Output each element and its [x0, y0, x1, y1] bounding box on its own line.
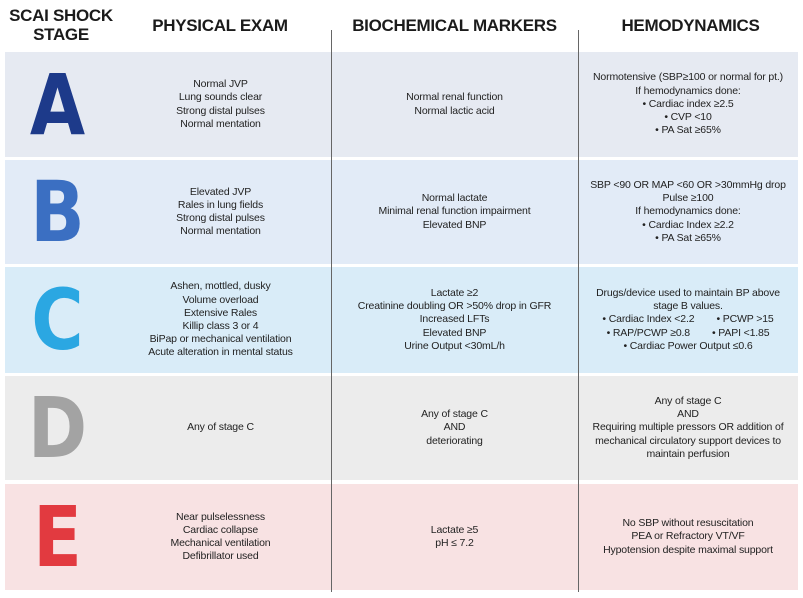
cell-line: SBP <90 OR MAP <60 OR >30mmHg drop [590, 178, 786, 191]
cell: SBP <90 OR MAP <60 OR >30mmHg drop Pulse … [578, 160, 798, 264]
cell-line: pH ≤ 7.2 [435, 537, 474, 549]
stage-letter: D [27, 379, 88, 477]
cell-line: No SBP without resuscitation [622, 517, 754, 530]
cell-line: • PA Sat ≥65% [655, 231, 721, 244]
cell-line: Killip class 3 or 4 [182, 320, 259, 332]
cell-line: Defibrillator used [182, 550, 259, 563]
cell: No SBP without resuscitation PEA or Refra… [578, 484, 798, 590]
cell-line: Minimal renal function impairment [378, 205, 531, 218]
cell-line: • CVP <10 [664, 111, 712, 124]
stage-letter: A [29, 55, 86, 154]
cell: Normal renal function Normal lactic acid [331, 52, 578, 157]
cell-line: AND [443, 421, 466, 434]
cell-line: Normal JVP [193, 78, 248, 91]
cell-line: Pulse ≥100 [662, 192, 714, 205]
cell-line: Hypotension despite maximal support [603, 543, 773, 556]
cell-line: Lung sounds clear [178, 91, 263, 104]
cell: Near pulselessness Cardiac collapse Mechan… [110, 484, 331, 590]
cell-line: Normal mentation [180, 225, 261, 238]
stage-row: C Ashen, mottled, dusky Volume overload Ext… [5, 267, 798, 373]
cell-line: Extensive Rales [183, 306, 258, 319]
cell-line: Lactate ≥5 [430, 523, 479, 536]
cell-line: Elevated BNP [422, 218, 487, 231]
cell-line: If hemodynamics done: [635, 205, 741, 218]
stage-letter: B [30, 163, 85, 261]
header-line: STAGE [33, 25, 89, 44]
header-text: BIOCHEMICAL MARKERS [352, 15, 557, 35]
cell: Any of stage C AND Requiring multiple pres… [578, 376, 798, 480]
column-header: HEMODYNAMICS [578, 0, 803, 50]
cell-line: Strong distal pulses [176, 212, 265, 224]
cell-line: Cardiac collapse [182, 523, 259, 536]
stage-header: SCAI SHOCK STAGE [0, 0, 122, 50]
cell-line: Acute alteration in mental status [148, 346, 293, 359]
cell-line: stage B values. [653, 300, 723, 313]
stage-row: E Near pulselessness Cardiac collapse Mecha… [5, 484, 798, 590]
cell-line: deteriorating [426, 434, 483, 447]
stage-row: A Normal JVP Lung sounds clear Strong dista… [5, 52, 798, 157]
cell-line: Creatinine doubling OR >50% drop in GFR [357, 300, 552, 313]
cell-line: Volume overload [182, 293, 259, 306]
cell: Ashen, mottled, dusky Volume overload Exte… [110, 267, 331, 373]
line-pair: • RAP/PCWP ≥0.8 • PAPI <1.85 [607, 327, 770, 340]
cell-line: Normal renal function [406, 91, 503, 104]
cell-line: Any of stage C [187, 421, 254, 434]
cell: Drugs/device used to maintain BP above st… [578, 267, 798, 373]
cell-line: Urine Output <30mL/h [404, 339, 505, 352]
cell-line: Mechanical ventilation [170, 537, 271, 549]
column-divider [331, 30, 332, 592]
cell: Any of stage C AND deteriorating [331, 376, 578, 480]
cell-line: Near pulselessness [176, 510, 265, 523]
cell-line: Requiring multiple pressors OR addition … [592, 421, 784, 434]
header-text: HEMODYNAMICS [621, 15, 760, 35]
cell-line: Drugs/device used to maintain BP above [596, 286, 780, 299]
header-text: PHYSICAL EXAM [152, 15, 288, 35]
cell-line: • Cardiac index ≥2.5 [642, 97, 734, 110]
cell-line: • RAP/PCWP ≥0.8 [606, 326, 691, 339]
cell-line: Lactate ≥2 [430, 286, 479, 299]
cell-line: Rales in lung fields [177, 198, 264, 211]
cell: Any of stage C [110, 376, 331, 480]
cell-line: Strong distal pulses [176, 104, 265, 117]
cell-line: Ashen, mottled, dusky [170, 280, 271, 293]
cell-line: mechanical circulatory support devices t… [595, 434, 781, 447]
cell-line: • PCWP >15 [716, 313, 774, 326]
cell-line: Normotensive (SBP≥100 or normal for pt.) [592, 71, 783, 84]
cell: Normotensive (SBP≥100 or normal for pt.)… [578, 52, 798, 157]
cell-line: BiPap or mechanical ventilation [149, 333, 292, 346]
cell-line: Elevated BNP [422, 326, 487, 339]
cell: Normal JVP Lung sounds clear Strong distal… [110, 52, 331, 157]
cell: Lactate ≥5 pH ≤ 7.2 [331, 484, 578, 590]
cell-line: If hemodynamics done: [635, 84, 741, 97]
cell: Lactate ≥2 Creatinine doubling OR >50% dr… [331, 267, 578, 373]
cell-line: Normal lactate [421, 192, 488, 205]
line-pair: • Cardiac Index <2.2 • PCWP >15 [602, 313, 773, 326]
cell: Normal lactate Minimal renal function imp… [331, 160, 578, 264]
cell-line: • Cardiac Index ≥2.2 [642, 218, 734, 231]
stage-letter: C [31, 271, 84, 369]
stage-row: B Elevated JVP Rales in lung fields Strong … [5, 160, 798, 264]
cell-line: • PAPI <1.85 [712, 326, 770, 339]
cell-line: Elevated JVP [189, 185, 252, 198]
column-divider [578, 30, 579, 592]
cell-line: Increased LFTs [419, 313, 490, 326]
column-header: PHYSICAL EXAM [110, 0, 330, 50]
cell-line: Any of stage C [421, 408, 488, 421]
cell-line: • PA Sat ≥65% [655, 124, 721, 137]
cell-line: Any of stage C [654, 394, 722, 407]
column-header: BIOCHEMICAL MARKERS [331, 0, 578, 50]
cell-line: Normal mentation [180, 117, 261, 130]
cell-line: AND [677, 408, 699, 421]
cell: Elevated JVP Rales in lung fields Strong d… [110, 160, 331, 264]
stage-row: D Any of stage C Any of stage C AND deterior… [5, 376, 798, 480]
cell-line: • Cardiac Index <2.2 [602, 313, 695, 326]
stage-letter: E [33, 488, 82, 586]
cell-line: maintain perfusion [646, 447, 730, 460]
cell-line: • Cardiac Power Output ≤0.6 [623, 339, 753, 352]
cell-line: Normal lactic acid [414, 104, 495, 117]
cell-line: PEA or Refractory VT/VF [631, 530, 745, 543]
header-line: SCAI SHOCK [9, 6, 113, 25]
